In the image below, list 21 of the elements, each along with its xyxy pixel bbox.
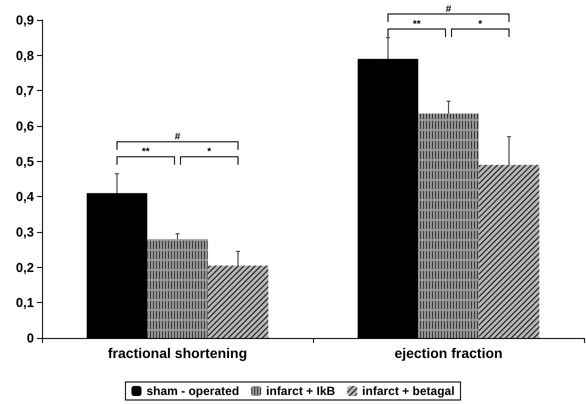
text: # (446, 4, 452, 15)
y-tick-label: 0,6 (16, 118, 34, 134)
y-tick-label: 0,5 (16, 154, 34, 169)
y-tick-label: 0,1 (16, 295, 34, 310)
x-tick-label: fractional shortening (108, 345, 248, 361)
annotation: * (207, 146, 212, 158)
legend-label: sham - operated (146, 384, 240, 398)
x-tick-label: ejection fraction (394, 345, 503, 361)
annotation: # (174, 132, 181, 143)
legend-label: infarct + betagal (362, 384, 455, 398)
annotation: * (478, 19, 482, 30)
y-tick-label: 0 (26, 330, 34, 346)
y-tick-label: 0,4 (16, 189, 35, 204)
y-tick-label: 0,7 (16, 83, 34, 98)
y-tick-label: 0,9 (16, 12, 34, 28)
y-tick-label: 0,2 (16, 260, 34, 275)
legend-label: infarct + IkB (266, 384, 336, 398)
y-tick-label: 0,3 (16, 224, 34, 240)
annotation: ** (412, 19, 421, 30)
annotation: ** (142, 146, 150, 158)
y-tick-label: 0,8 (16, 48, 34, 63)
